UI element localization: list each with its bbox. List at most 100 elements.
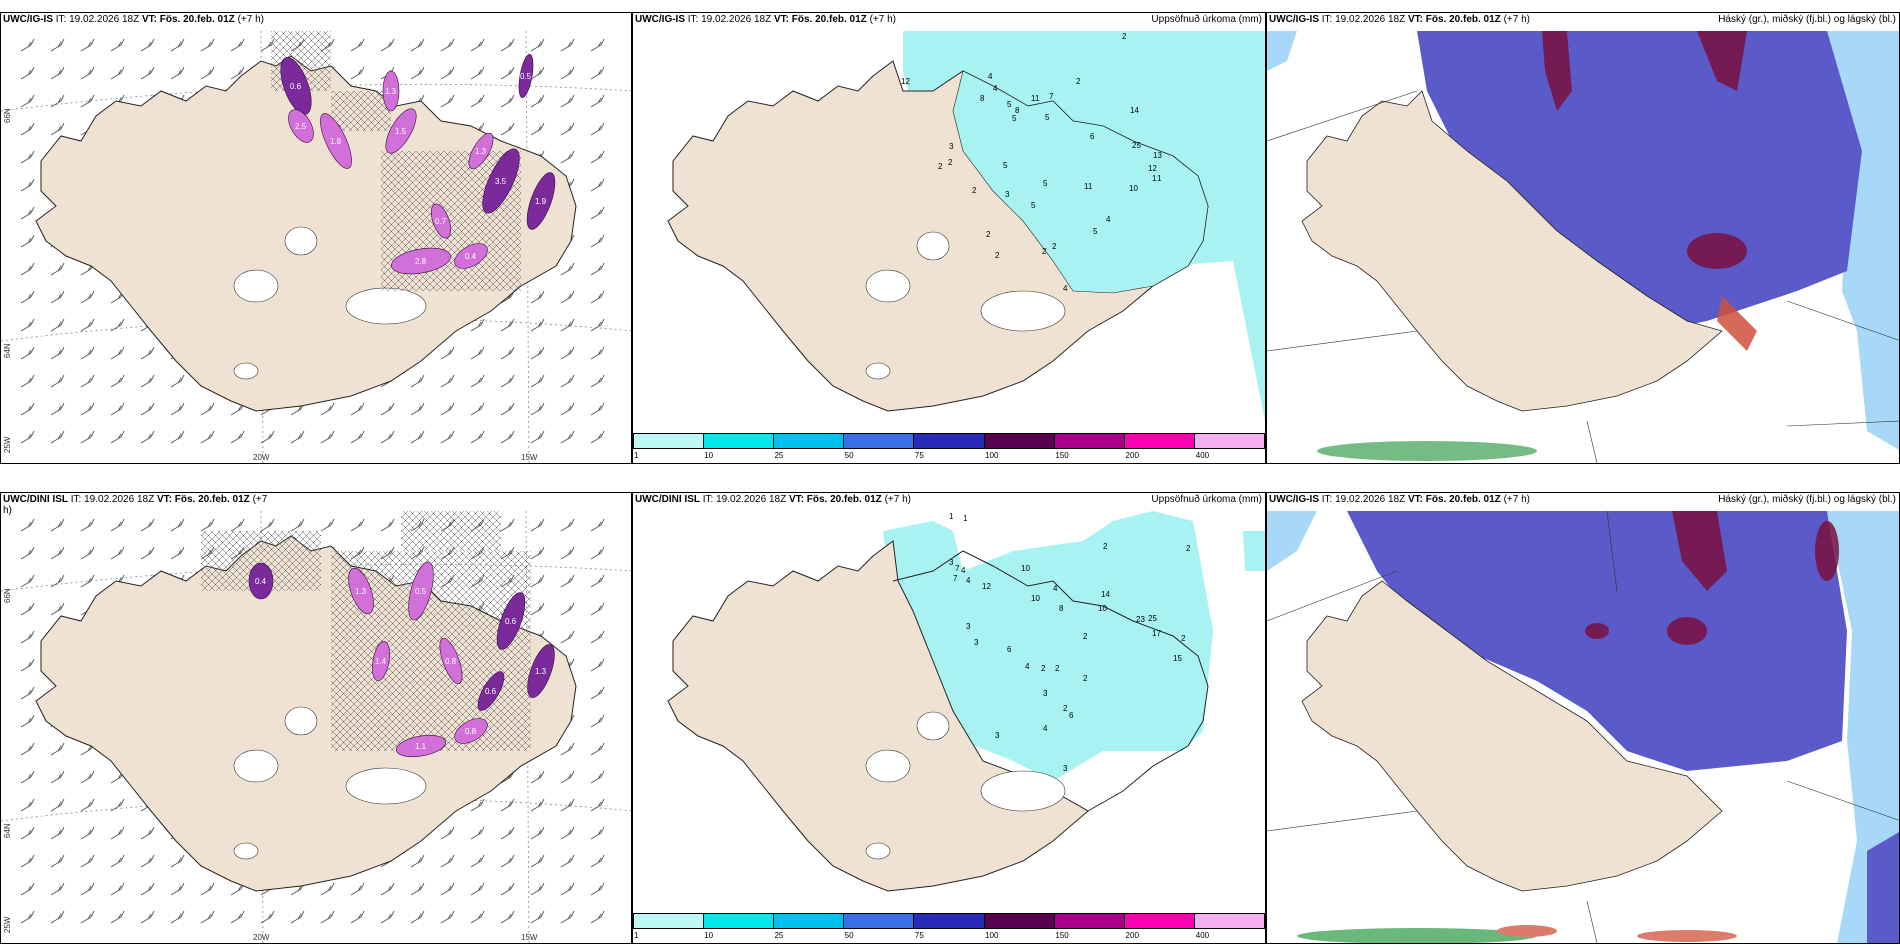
glaciers <box>233 226 427 380</box>
hatch-line <box>380 150 459 229</box>
valid-time: Fös. 20.feb. 01Z <box>174 494 250 505</box>
colorbar-ticks: 1 10 25 50 75 100 150 200 400 <box>633 451 1265 461</box>
hatch-line <box>400 511 430 540</box>
colorbar-swatch <box>844 434 915 448</box>
wind-barb <box>470 430 485 444</box>
wind-barb <box>590 658 605 672</box>
hatch-line <box>380 150 438 208</box>
wind-barb <box>530 546 545 560</box>
precip-value-label: 12 <box>982 582 991 591</box>
precip-value-label: 2 <box>1186 544 1191 553</box>
precip-value-label: 4 <box>1025 662 1030 671</box>
hatch-line <box>330 109 353 132</box>
wind-barb <box>590 178 605 192</box>
hatch-line <box>487 550 532 595</box>
hatch-line <box>330 550 466 686</box>
wind-barb <box>20 882 35 896</box>
hatch-line <box>278 548 322 592</box>
wind-barb <box>350 66 365 80</box>
wind-barb <box>530 826 545 840</box>
wind-barb <box>50 262 65 276</box>
wind-barb <box>140 546 155 560</box>
precip-value-label: 10 <box>1098 604 1107 613</box>
wind-barb <box>140 430 155 444</box>
wind-barb <box>560 770 575 784</box>
hatch-line <box>493 511 502 519</box>
hatch-line <box>308 31 332 54</box>
precip-value-label: 4 <box>1053 584 1058 593</box>
hatch-line <box>292 562 322 592</box>
wind-barb <box>20 686 35 700</box>
panel-header: UWC/DINI ISL IT: 19.02.2026 18Z VT: Fös.… <box>3 494 267 516</box>
hatch-line <box>380 150 403 173</box>
wind-barb <box>500 546 515 560</box>
wind-barb <box>380 882 395 896</box>
wind-barb <box>500 402 515 416</box>
panel-header: UWC/IG-IS IT: 19.02.2026 18Z VT: Fös. 20… <box>1269 494 1530 505</box>
wind-barb <box>560 630 575 644</box>
wind-barb <box>500 346 515 360</box>
wind-barb <box>50 742 65 756</box>
wind-barb <box>80 798 95 812</box>
hatch-line <box>409 511 451 552</box>
precip-cell-label: 1.3 <box>475 147 487 156</box>
precip-cell <box>288 109 314 143</box>
lead-time: (+7 h) <box>1503 14 1530 25</box>
hatch-line <box>367 90 392 115</box>
wind-barb <box>530 122 545 136</box>
wind-barb <box>20 234 35 248</box>
sector-lines <box>1267 90 1899 463</box>
hatch-line <box>380 150 473 243</box>
hatch-line <box>353 90 392 129</box>
precip-cell <box>348 567 374 615</box>
precip-value-label: 11 <box>1031 94 1040 103</box>
hatch-line <box>330 90 334 94</box>
colorbar-tick-label: 50 <box>844 931 854 940</box>
wind-barb <box>590 122 605 136</box>
wind-barb <box>170 374 185 388</box>
hatch-line <box>404 624 532 752</box>
precip-cells: 0.4 1.3 0.5 0.6 1.1 0.8 1.3 0.8 1.4 0.6 <box>248 561 555 758</box>
iceland-landmass <box>1301 90 1723 412</box>
lon-label-25w: 25W <box>3 436 12 453</box>
colorbar-tick-label: 100 <box>985 451 999 460</box>
wind-barb <box>590 402 605 416</box>
wind-barb <box>590 290 605 304</box>
wind-barb <box>140 374 155 388</box>
colorbar-swatch <box>914 434 985 448</box>
wind-barb <box>170 546 185 560</box>
wind-map: 0.6 1.8 1.5 3.5 2.8 0.4 1.9 1.3 2.5 0.5 0.7 1.3 <box>1 31 631 463</box>
hatch-line <box>330 550 354 574</box>
wind-barb <box>410 910 425 924</box>
model-name: UWC/IG-IS <box>1269 494 1319 505</box>
hatch-line <box>376 116 392 132</box>
wind-barb <box>80 574 95 588</box>
precip-value-label: 5 <box>1003 161 1008 170</box>
wind-barb <box>80 38 95 52</box>
field-title: Háský (gr.), miðský (fj.bl.) og lágský (… <box>1718 494 1896 505</box>
hatch-line <box>380 150 431 201</box>
precip-value-label: 12 <box>901 77 910 86</box>
wind-barb <box>140 66 155 80</box>
wind-barb <box>350 518 365 532</box>
wind-barb <box>50 402 65 416</box>
wind-barb <box>20 206 35 220</box>
precip-value-label: 14 <box>1101 590 1110 599</box>
hatch-line <box>330 645 437 752</box>
wind-barb <box>440 66 455 80</box>
hatch-line <box>330 666 416 752</box>
wind-barb <box>200 402 215 416</box>
wind-barb <box>500 374 515 388</box>
precip-cell <box>430 203 452 239</box>
wind-barb <box>50 518 65 532</box>
hatch-line <box>200 530 235 565</box>
wind-barb <box>470 374 485 388</box>
wind-barb <box>560 910 575 924</box>
wind-barb <box>140 346 155 360</box>
lat-label-66n: 66N <box>3 588 12 603</box>
hatch-line <box>332 90 374 132</box>
hatch-line <box>330 550 529 749</box>
wind-barb <box>440 402 455 416</box>
hatch-line <box>330 550 508 728</box>
